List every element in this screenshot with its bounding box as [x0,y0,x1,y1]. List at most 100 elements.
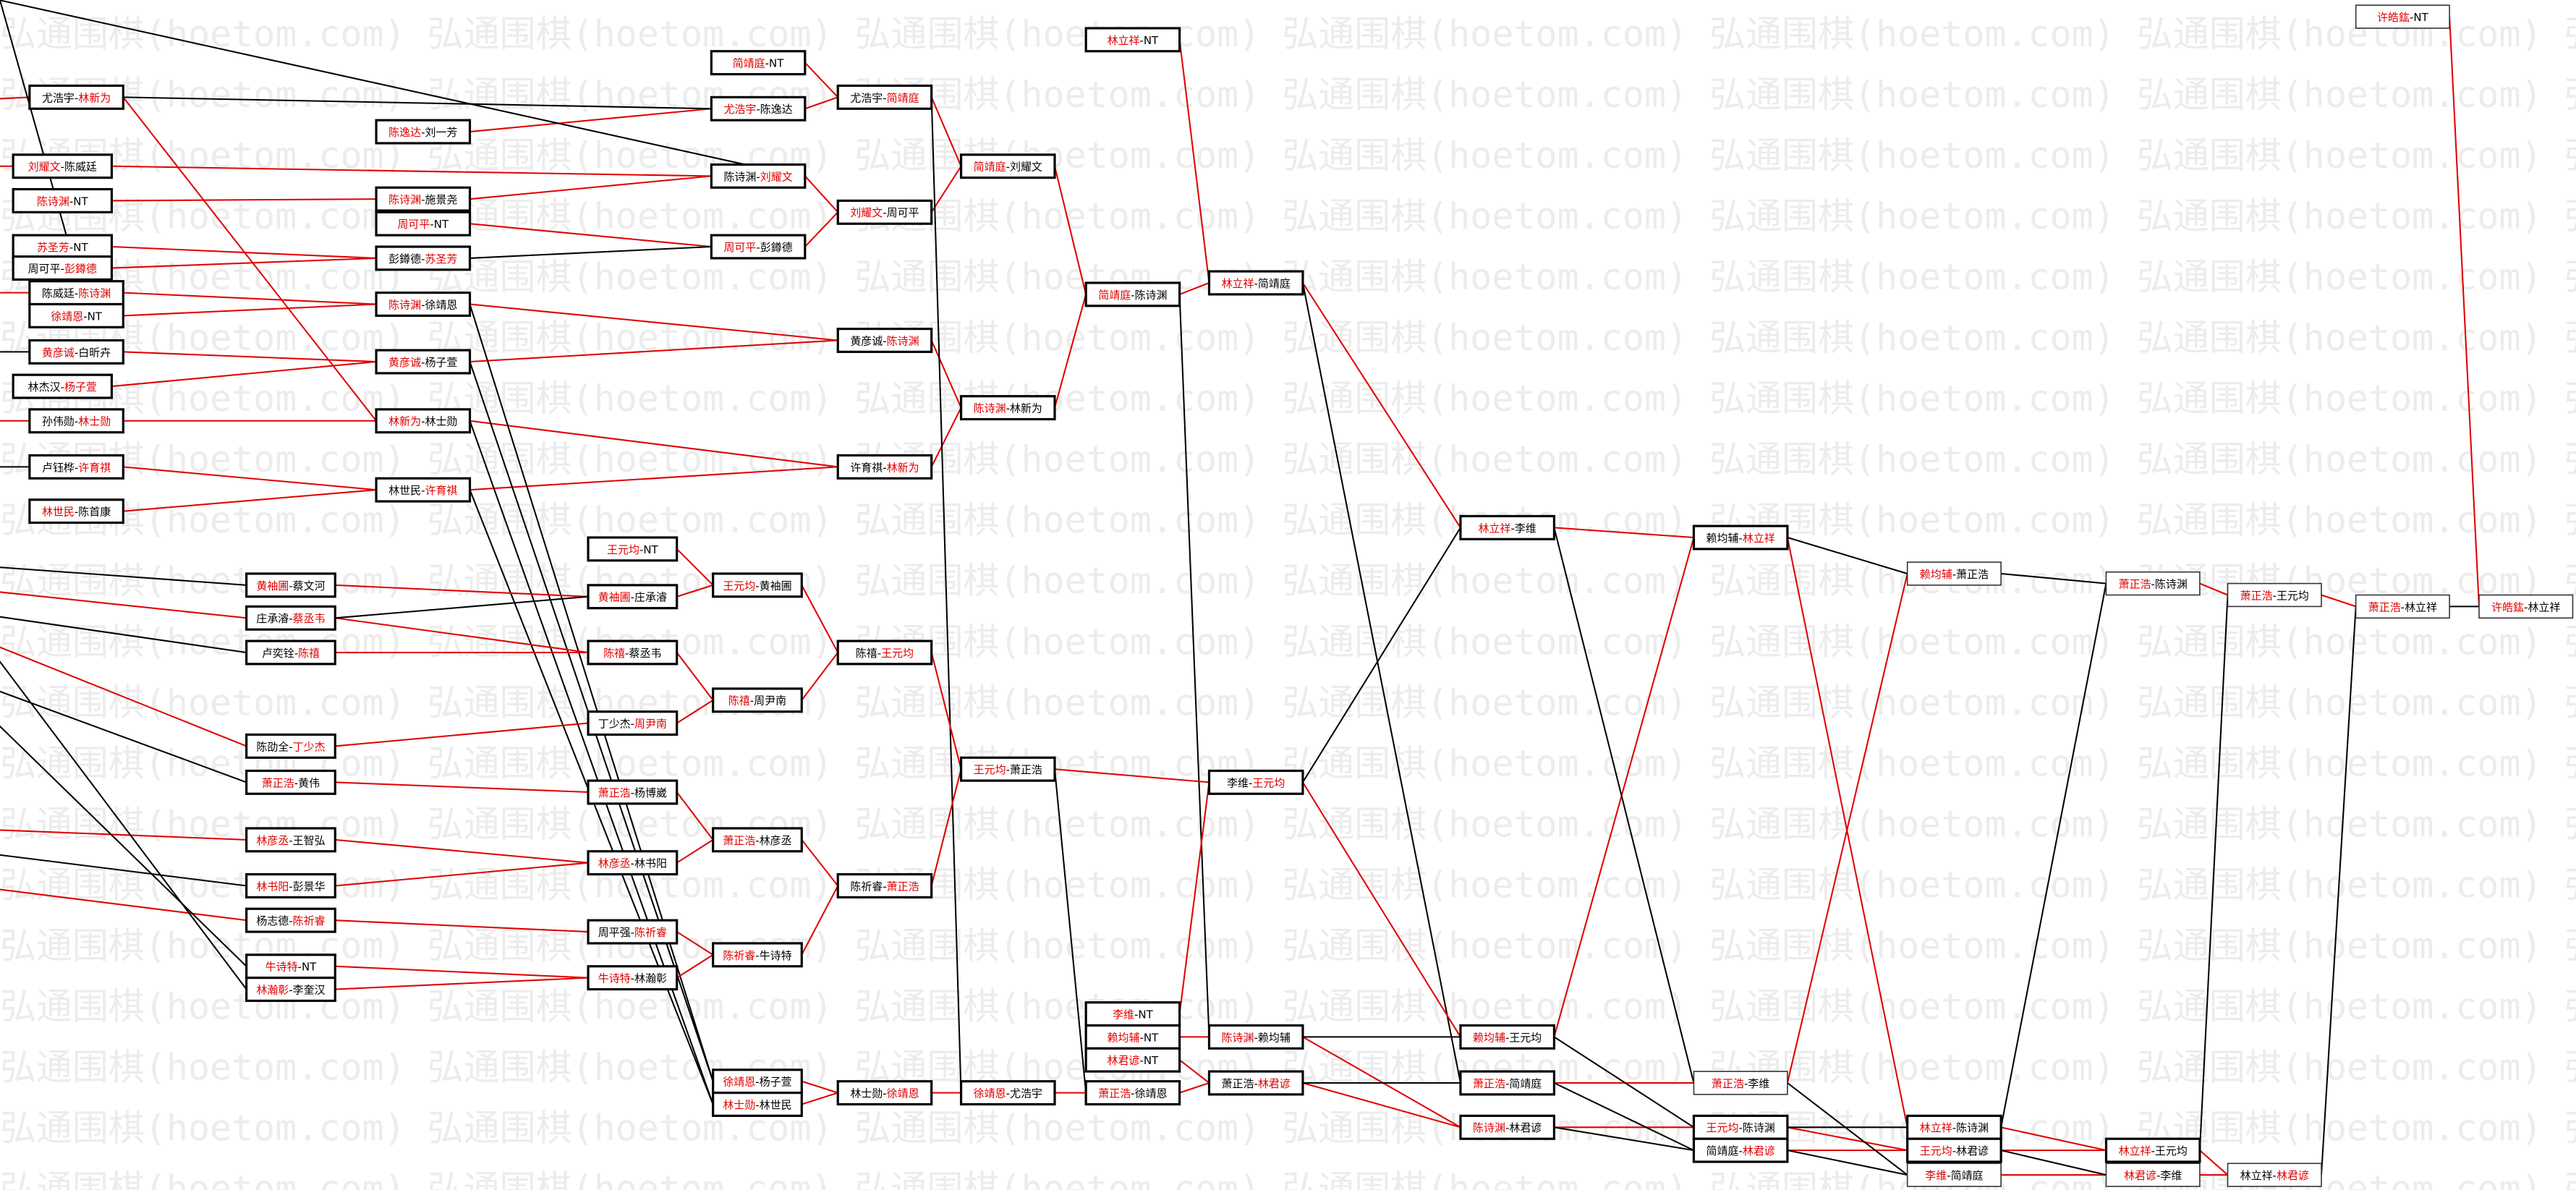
match-node[interactable]: 林世民-陈首康 [28,498,124,524]
match-node[interactable]: 简靖庭-林君谚 [1692,1137,1789,1163]
match-node[interactable]: 周可平-彭鐏德 [12,255,114,281]
match-node[interactable]: 林世民-许育祺 [375,477,472,503]
match-node[interactable]: 林立祥-NT [1084,27,1181,53]
match-node[interactable]: 刘耀文-陈威廷 [12,153,114,179]
match-node[interactable]: 林立祥-李维 [1459,514,1555,540]
match-node[interactable]: 卢奕铨-陈禧 [245,639,336,666]
match-node[interactable]: 林彦丞-林书阳 [587,850,679,876]
match-node[interactable]: 牛诗特-林瀚彰 [587,965,679,991]
winner-name: 陈诗渊 [388,193,421,206]
match-node[interactable]: 徐靖恩-尤浩宇 [959,1080,1056,1106]
match-node[interactable]: 陈威廷-陈诗渊 [28,280,124,306]
match-node[interactable]: 陈祈睿-牛诗特 [712,942,803,968]
match-node[interactable]: 尤浩宇-林新为 [28,84,124,110]
player-name: NT [1144,34,1159,47]
match-node[interactable]: 周可平-彭鐏德 [710,234,807,260]
match-node[interactable]: 林君谚-NT [1084,1047,1181,1073]
match-node[interactable]: 萧正浩-简靖庭 [1459,1070,1555,1096]
match-node[interactable]: 刘耀文-周可平 [836,199,933,225]
match-node[interactable]: 孙伟勋-林士勋 [28,408,124,434]
player-name: 陈祈睿 [850,880,883,893]
match-node[interactable]: 赖均辅-萧正浩 [1906,561,2002,586]
match-node[interactable]: 王元均-萧正浩 [959,756,1056,782]
match-node[interactable]: 王元均-陈诗渊 [1692,1114,1789,1140]
match-node[interactable]: 许皓鈜-林立祥 [2478,594,2574,619]
match-node[interactable]: 周平强-陈祈睿 [587,919,679,945]
match-node[interactable]: 苏圣芳-NT [12,234,114,260]
match-node[interactable]: 周可平-NT [375,211,472,237]
match-node[interactable]: 黄袖圃-庄承濬 [587,584,679,610]
match-node[interactable]: 王元均-NT [587,536,679,562]
match-node[interactable]: 陈诗渊-林君谚 [1459,1114,1555,1140]
match-node[interactable]: 萧正浩-黄伟 [245,769,336,795]
match-node[interactable]: 陈诗渊-林新为 [959,395,1056,421]
match-node[interactable]: 黄彦诚-白昕卉 [28,339,124,365]
match-node[interactable]: 林书阳-彭景华 [245,872,336,898]
match-node[interactable]: 庄承濬-蔡丞韦 [245,605,336,631]
match-node[interactable]: 林立祥-林君谚 [2227,1163,2322,1187]
match-label: 陈祈睿-萧正浩 [850,880,919,893]
match-node[interactable]: 王元均-林君谚 [1906,1137,2002,1163]
match-node[interactable]: 尤浩宇-陈逸达 [710,95,807,122]
match-node[interactable]: 许皓鈜-NT [2355,4,2450,29]
match-node[interactable]: 萧正浩-林立祥 [2355,594,2450,619]
winner-connector [111,246,377,259]
match-node[interactable]: 萧正浩-李维 [1693,1071,1788,1095]
match-node[interactable]: 陈诗渊-赖均辅 [1207,1024,1304,1050]
match-node[interactable]: 陈禧-周尹南 [712,687,803,713]
match-node[interactable]: 林新为-林士勋 [375,408,472,434]
match-node[interactable]: 杨志德-陈祈睿 [245,907,336,933]
match-node[interactable]: 简靖庭-刘耀文 [959,153,1056,179]
match-node[interactable]: 王元均-黄袖圃 [712,572,803,598]
match-node[interactable]: 徐靖恩-NT [28,302,124,328]
match-node[interactable]: 赖均辅-NT [1084,1024,1181,1050]
match-node[interactable]: 陈诗渊-施景尧 [375,186,472,212]
match-node[interactable]: 彭鐏德-苏圣芳 [375,245,472,271]
match-node[interactable]: 林立祥-陈诗渊 [1906,1114,2002,1140]
match-node[interactable]: 简靖庭-陈诗渊 [1084,281,1181,307]
match-node[interactable]: 林杰汉-杨子萱 [12,373,114,399]
match-node[interactable]: 林彦丞-王智弘 [245,827,336,853]
match-node[interactable]: 萧正浩-王元均 [2227,582,2322,608]
match-node[interactable]: 林君谚-李维 [2105,1163,2201,1187]
winner-name: 林新为 [887,461,919,474]
match-node[interactable]: 萧正浩-林君谚 [1207,1070,1304,1096]
match-node[interactable]: 尤浩宇-简靖庭 [836,84,933,110]
match-node[interactable]: 黄袖圃-蔡文河 [245,572,336,598]
match-node[interactable]: 牛诗特-NT [245,953,336,979]
match-node[interactable]: 李维-NT [1084,1001,1181,1027]
match-node[interactable]: 林立祥-简靖庭 [1207,270,1304,296]
match-node[interactable]: 萧正浩-杨博崴 [587,779,679,805]
match-node[interactable]: 徐靖恩-杨子萱 [712,1068,803,1095]
match-node[interactable]: 萧正浩-陈诗渊 [2105,571,2201,596]
match-node[interactable]: 卢钰桦-许育祺 [28,454,124,480]
match-node[interactable]: 陈逸达-刘一芳 [375,119,472,145]
match-node[interactable]: 林瀚彰-李奎汉 [245,977,336,1003]
match-node[interactable]: 陈禧-王元均 [836,639,933,666]
match-node[interactable]: 赖均辅-王元均 [1459,1024,1555,1050]
match-node[interactable]: 李维-简靖庭 [1906,1163,2002,1187]
winner-name: 简靖庭 [974,161,1006,174]
match-node[interactable]: 陈劭全-丁少杰 [245,733,336,759]
match-label: 黄袖圃-庄承濬 [598,591,667,604]
match-node[interactable]: 萧正浩-徐靖恩 [1084,1080,1181,1106]
match-node[interactable]: 林士勋-徐靖恩 [836,1080,933,1106]
match-node[interactable]: 林立祥-王元均 [2104,1137,2201,1163]
separator: - [883,1087,886,1100]
match-label: 林立祥-林君谚 [2240,1169,2309,1182]
match-node[interactable]: 黄彦诚-陈诗渊 [836,328,933,353]
match-node[interactable]: 丁少杰-周尹南 [587,710,679,736]
player-name: 林立祥 [2405,600,2437,613]
match-node[interactable]: 陈诗渊-徐靖恩 [375,292,472,318]
match-node[interactable]: 赖均辅-林立祥 [1692,524,1789,551]
match-node[interactable]: 陈诗渊-刘耀文 [710,163,807,189]
match-node[interactable]: 李维-王元均 [1207,769,1304,795]
match-node[interactable]: 简靖庭-NT [710,50,807,76]
match-node[interactable]: 黄彦诚-杨子萱 [375,349,472,375]
match-node[interactable]: 陈禧-蔡丞韦 [587,639,679,666]
match-node[interactable]: 萧正浩-林彦丞 [712,827,803,853]
match-node[interactable]: 陈祈睿-萧正浩 [836,872,933,898]
match-node[interactable]: 许育祺-林新为 [836,454,933,480]
match-node[interactable]: 林士勋-林世民 [712,1092,803,1118]
match-node[interactable]: 陈诗渊-NT [12,187,114,213]
